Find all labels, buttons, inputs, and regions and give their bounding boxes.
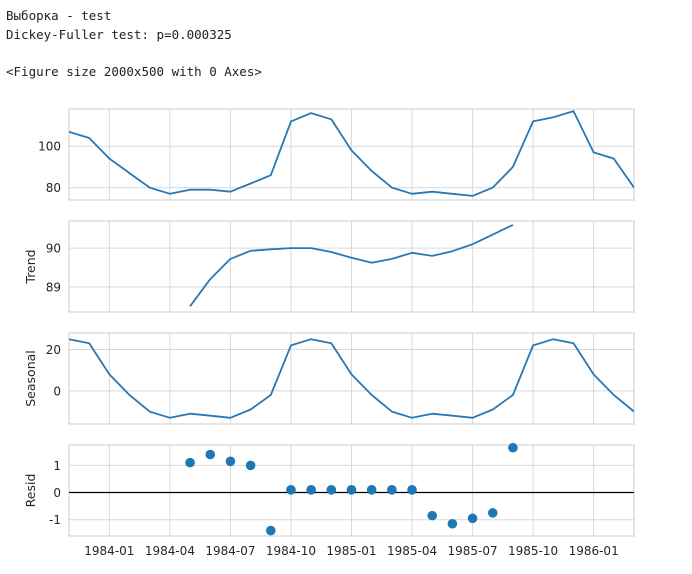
panel-3: 0 20 Seasonal <box>23 332 635 425</box>
y-tick-label: 1 <box>53 459 61 473</box>
residual-point <box>306 485 316 495</box>
output-line-figure-size: <Figure size 2000x500 with 0 Axes> <box>6 64 262 79</box>
residual-point <box>205 449 216 460</box>
residual-point <box>346 485 357 495</box>
output-line-dickey-fuller: Dickey-Fuller test: p=0.000325 <box>6 27 232 42</box>
residual-point <box>225 456 236 467</box>
y-tick-label: -1 <box>49 513 61 527</box>
y-axis-label: Trend <box>23 249 38 284</box>
x-tick-label: 1985-10 <box>508 544 558 558</box>
residual-point <box>447 518 458 529</box>
panel-frame <box>68 220 635 313</box>
y-axis-label: Seasonal <box>23 350 38 407</box>
panel-4: -1 0 1 Resid <box>23 442 635 537</box>
panel-frame <box>68 444 635 537</box>
residual-point <box>245 460 256 471</box>
x-tick-label: 1984-07 <box>205 544 255 558</box>
series-line <box>69 338 634 419</box>
series-line <box>189 224 514 307</box>
panel-frame <box>68 108 635 201</box>
residual-point <box>265 525 276 536</box>
residual-point <box>387 485 397 495</box>
residual-point <box>366 485 377 495</box>
residual-point <box>286 485 296 495</box>
y-tick-label: 0 <box>53 486 61 500</box>
residual-point <box>467 513 478 524</box>
residual-point <box>326 485 337 495</box>
residual-point <box>508 442 518 453</box>
y-tick-label: 80 <box>46 181 61 195</box>
y-tick-label: 0 <box>53 384 61 398</box>
y-tick-label: 89 <box>46 280 61 294</box>
output-line-sample: Выборка - test <box>6 8 112 23</box>
x-tick-label: 1985-07 <box>448 544 498 558</box>
x-tick-label: 1985-04 <box>387 544 437 558</box>
series-line <box>69 110 634 197</box>
x-tick-label: 1984-10 <box>266 544 316 558</box>
y-tick-label: 100 <box>38 140 61 154</box>
panel-2: 89 90 Trend <box>23 220 635 313</box>
residual-point <box>487 508 498 518</box>
panel-frame <box>68 332 635 425</box>
panel-1: 80 100 <box>38 108 635 201</box>
x-tick-label: 1986-01 <box>569 544 619 558</box>
y-tick-label: 20 <box>46 343 61 357</box>
y-axis-label: Resid <box>23 474 38 508</box>
x-tick-label: 1984-04 <box>145 544 195 558</box>
y-tick-label: 90 <box>46 242 61 256</box>
residual-point <box>427 510 438 521</box>
residual-point <box>407 485 417 495</box>
x-tick-label: 1984-01 <box>84 544 134 558</box>
residual-point <box>185 457 195 468</box>
x-tick-label: 1985-01 <box>326 544 376 558</box>
